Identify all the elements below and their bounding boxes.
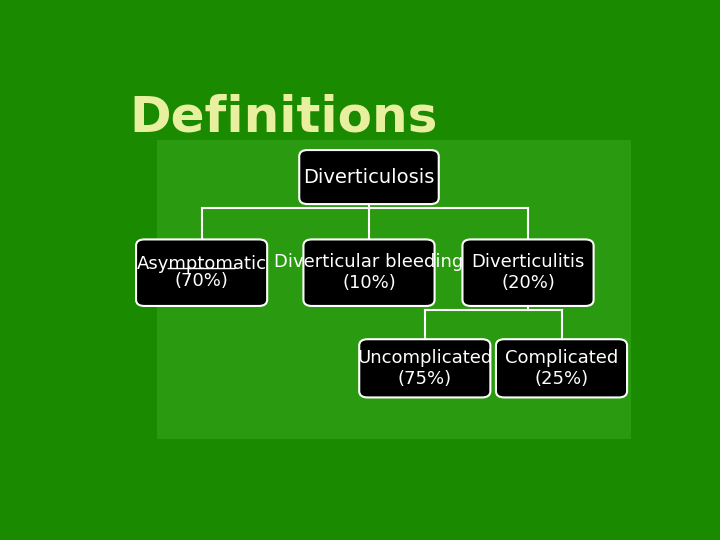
FancyBboxPatch shape	[303, 239, 435, 306]
Text: (70%): (70%)	[175, 272, 228, 290]
Text: Complicated
(25%): Complicated (25%)	[505, 349, 618, 388]
Text: Diverticulosis: Diverticulosis	[303, 167, 435, 186]
Text: Definitions: Definitions	[129, 94, 438, 142]
FancyBboxPatch shape	[462, 239, 593, 306]
Text: Diverticulitis
(20%): Diverticulitis (20%)	[472, 253, 585, 292]
Text: Diverticular bleeding
(10%): Diverticular bleeding (10%)	[274, 253, 464, 292]
Text: Asymptomatic: Asymptomatic	[137, 254, 266, 273]
FancyBboxPatch shape	[496, 339, 627, 397]
FancyBboxPatch shape	[359, 339, 490, 397]
Text: Uncomplicated
(75%): Uncomplicated (75%)	[357, 349, 492, 388]
FancyBboxPatch shape	[157, 140, 631, 439]
FancyBboxPatch shape	[136, 239, 267, 306]
FancyBboxPatch shape	[300, 150, 438, 204]
